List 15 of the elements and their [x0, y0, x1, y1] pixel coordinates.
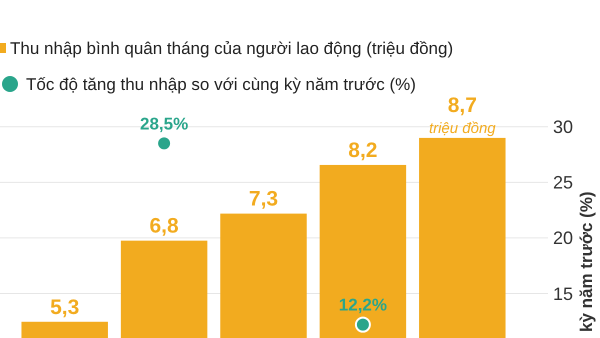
legend-label: Thu nhập bình quân tháng của người lao động (triệu đồng) [10, 38, 454, 58]
data-label: 7,3 [248, 188, 278, 211]
data-label: 5,3 [50, 296, 80, 319]
y2-axis-title: kỳ năm trước (%) [577, 191, 596, 332]
data-label: 6,8 [150, 214, 180, 238]
annotation: triệu đồng [428, 120, 496, 137]
data-label: 28,5% [140, 114, 188, 134]
y2-tick-label: 15 [552, 284, 574, 304]
data-label: 8,7 [448, 94, 477, 117]
data-label: 8,2 [348, 138, 378, 162]
y2-tick-label: 30 [552, 117, 574, 138]
data-label: 12,2% [338, 296, 387, 315]
y2-tick-label: 25 [552, 172, 574, 193]
legend-label: Tốc độ tăng thu nhập so với cùng kỳ năm trước (%) [26, 74, 416, 94]
y2-tick-label: 20 [552, 228, 574, 248]
